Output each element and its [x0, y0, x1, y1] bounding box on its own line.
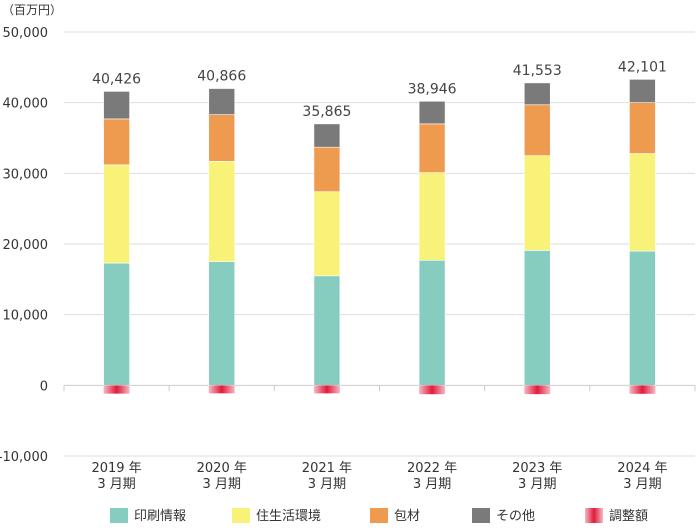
bar-segment — [629, 79, 656, 103]
bar-segment — [208, 261, 236, 386]
x-category-label: 3 月期 — [518, 477, 556, 492]
legend-swatch — [472, 508, 490, 523]
bar-segment — [523, 250, 551, 386]
y-tick-labels: -10,000 0 10,000 20,000 30,000 40,000 50,000 — [0, 26, 48, 465]
bar-segment — [313, 146, 341, 193]
bar-segment — [523, 155, 551, 251]
legend: 印刷情報 住生活環境 包材 その他 調整額 — [110, 508, 648, 524]
x-category-label: 2021 年 — [302, 461, 352, 476]
bar-segment — [418, 100, 446, 125]
grid-lines — [63, 31, 696, 457]
legend-label: 印刷情報 — [134, 509, 186, 524]
x-category-label: 3 月期 — [97, 477, 135, 492]
legend-label: 調整額 — [609, 509, 648, 524]
bar-segment-adjustment — [208, 385, 235, 394]
bar-segment — [418, 259, 446, 386]
legend-item: 印刷情報 — [110, 508, 186, 524]
legend-swatch — [232, 508, 250, 523]
legend-swatch — [370, 508, 388, 523]
x-category-label: 2019 年 — [91, 461, 141, 476]
bar-segment-adjustment — [313, 385, 340, 394]
bar-segment — [103, 118, 130, 166]
total-label: 41,553 — [513, 63, 562, 79]
legend-item: 住生活環境 — [232, 508, 321, 524]
bar-segment — [523, 82, 551, 106]
y-tick-label: 50,000 — [3, 26, 49, 41]
legend-label: 住生活環境 — [256, 509, 321, 524]
total-label: 42,101 — [618, 59, 667, 75]
y-tick-label: 0 — [40, 379, 48, 394]
x-category-label: 3 月期 — [623, 477, 661, 492]
bar-segment — [313, 275, 341, 386]
y-tick-label: -10,000 — [0, 450, 48, 465]
total-label: 38,946 — [408, 81, 457, 97]
x-category-label: 2024 年 — [617, 461, 667, 476]
bar-segment — [418, 123, 446, 173]
bar-segment-adjustment — [419, 385, 446, 395]
bar-segment-adjustment — [629, 385, 656, 394]
bar-segment-adjustment — [103, 385, 130, 394]
bar-segment — [208, 88, 236, 115]
legend-item: 包材 — [370, 508, 420, 524]
x-category-label: 2023 年 — [512, 461, 562, 476]
total-label: 40,426 — [92, 71, 141, 87]
y-tick-label: 20,000 — [3, 238, 49, 253]
y-tick-label: 40,000 — [3, 97, 49, 112]
x-category-label: 2020 年 — [197, 461, 247, 476]
bar-segment — [418, 172, 446, 261]
total-label: 40,866 — [197, 69, 246, 85]
x-category-label: 3 月期 — [308, 477, 346, 492]
bar-segment — [523, 104, 551, 156]
legend-swatch — [585, 508, 603, 523]
total-label: 35,865 — [302, 104, 351, 120]
bar-segment — [208, 114, 236, 162]
bar-segment — [103, 164, 130, 264]
legend-label: その他 — [496, 509, 535, 524]
legend-item: その他 — [472, 508, 535, 524]
total-labels: 40,426 40,866 35,865 38,946 41,553 42,101 — [92, 59, 667, 120]
bar-segment — [103, 91, 130, 120]
x-category-label: 3 月期 — [203, 477, 241, 492]
y-tick-label: 30,000 — [3, 167, 49, 182]
legend-item: 調整額 — [585, 508, 648, 524]
bar-segment — [208, 161, 236, 262]
y-axis-unit-label: （百万円） — [2, 3, 62, 17]
bar-segment — [629, 250, 656, 386]
bar-segment — [313, 191, 341, 277]
bars — [103, 79, 656, 395]
legend-swatch — [110, 508, 128, 523]
bar-segment — [629, 102, 656, 154]
x-category-label: 3 月期 — [413, 477, 451, 492]
legend-label: 包材 — [394, 509, 420, 524]
bar-segment — [103, 262, 130, 386]
bar-segment — [313, 123, 341, 148]
y-tick-label: 10,000 — [3, 309, 49, 324]
bar-segment-adjustment — [524, 385, 551, 395]
bar-segment — [629, 153, 656, 252]
x-category-label: 2022 年 — [407, 461, 457, 476]
